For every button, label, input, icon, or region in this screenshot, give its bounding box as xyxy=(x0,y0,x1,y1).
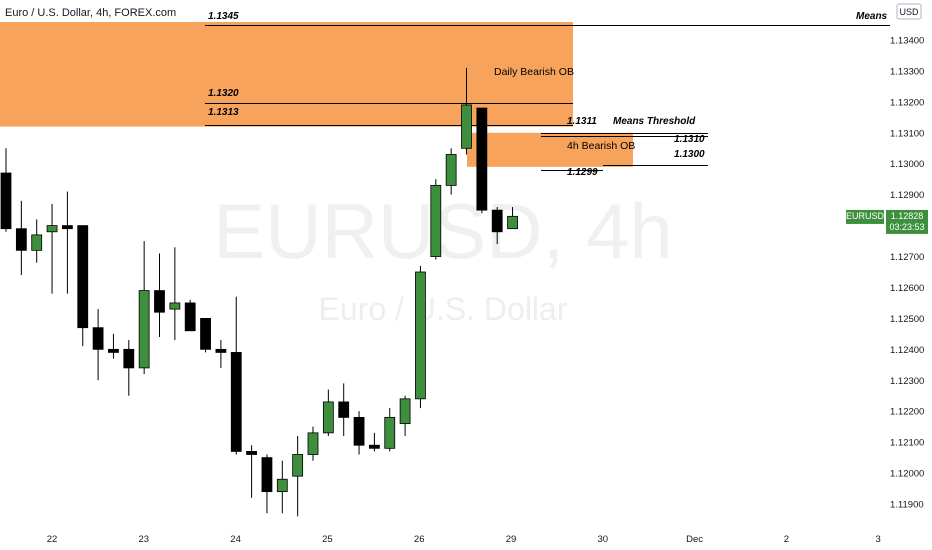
last-price: 1.12828 xyxy=(891,211,924,221)
time-tick-label: 25 xyxy=(322,534,333,545)
candle-bearish xyxy=(154,290,165,313)
time-tick-label: Dec xyxy=(686,534,703,545)
price-tick-label: 1.13400 xyxy=(890,36,924,47)
candle-bearish xyxy=(215,348,227,353)
price-tick-label: 1.12000 xyxy=(890,469,924,480)
candle-bearish xyxy=(200,317,211,350)
price-tick-label: 1.12300 xyxy=(890,376,924,387)
candle-bullish xyxy=(430,184,442,257)
time-tick-label: 26 xyxy=(414,534,425,545)
time-tick-label: 22 xyxy=(47,534,58,545)
candle-bearish xyxy=(368,444,380,449)
candles-group xyxy=(0,67,518,517)
candle-bullish xyxy=(322,401,334,434)
price-tick-label: 1.13100 xyxy=(890,128,924,139)
watermark-name: Euro / U.S. Dollar xyxy=(319,291,568,327)
watermark-symbol: EURUSD, 4h xyxy=(213,187,672,275)
candle-bearish xyxy=(62,225,73,230)
candle-bearish xyxy=(77,225,89,329)
price-tick-label: 1.12200 xyxy=(890,407,924,418)
level-label-1313: 1.1313 xyxy=(208,107,239,118)
countdown: 03:23:53 xyxy=(889,222,924,232)
candle-bullish xyxy=(399,398,411,424)
candle-bullish xyxy=(46,225,58,233)
symbol-tag: EURUSD xyxy=(846,211,885,221)
candle-bearish xyxy=(15,228,27,251)
candle-bearish xyxy=(353,416,365,446)
candle-bearish xyxy=(246,451,258,455)
level-label-1310: 1.1310 xyxy=(674,134,705,145)
candle-bullish xyxy=(292,454,304,477)
candle-bearish xyxy=(338,401,350,418)
candle-bullish xyxy=(138,290,150,369)
price-tick-label: 1.13300 xyxy=(890,66,924,77)
time-tick-label: 29 xyxy=(506,534,517,545)
candle-bullish xyxy=(31,234,43,251)
candle-bullish xyxy=(384,416,396,449)
level-label-1300: 1.1300 xyxy=(674,149,705,160)
price-tick-label: 1.12400 xyxy=(890,345,924,356)
candle-bullish xyxy=(445,154,457,186)
time-tick-label: 30 xyxy=(598,534,609,545)
price-axis[interactable]: 1.13400 1.13300 1.13200 1.13100 1.13000 1.129… xyxy=(890,36,924,511)
candle-bearish xyxy=(476,107,488,211)
candle-bullish xyxy=(276,478,288,493)
candle-bearish xyxy=(92,327,104,350)
price-tick-label: 1.12700 xyxy=(890,252,924,263)
price-tick-label: 1.12600 xyxy=(890,283,924,294)
candle-bullish xyxy=(415,271,426,400)
price-tick-label: 1.13000 xyxy=(890,159,924,170)
price-tag-box xyxy=(886,209,928,234)
time-axis[interactable]: 22 23 24 25 26 29 30 Dec 2 3 xyxy=(47,534,881,545)
candle-bullish xyxy=(307,432,319,455)
candle-bearish xyxy=(491,209,503,233)
h4-bearish-ob-label: 4h Bearish OB xyxy=(567,140,635,152)
h4-bearish-ob-zone xyxy=(467,132,633,167)
currency-box[interactable] xyxy=(896,3,922,20)
last-price-tag: EURUSD 1.12828 03:23:53 xyxy=(846,209,928,234)
level-label-1320: 1.1320 xyxy=(208,88,239,99)
candle-bearish xyxy=(261,457,273,493)
price-tick-label: 1.12500 xyxy=(890,314,924,325)
candle-bullish xyxy=(507,215,518,230)
level-label-1345: 1.1345 xyxy=(208,11,239,22)
price-tick-label: 1.13200 xyxy=(890,97,924,108)
candle-bearish xyxy=(123,348,135,369)
chart-title: Euro / U.S. Dollar, 4h, FOREX.com xyxy=(5,7,176,19)
level-label-1311: 1.1311 xyxy=(567,116,597,127)
candle-bullish xyxy=(461,104,472,149)
level-label-1299: 1.1299 xyxy=(567,167,598,178)
currency-label[interactable]: USD xyxy=(899,7,919,17)
time-tick-label: 23 xyxy=(139,534,150,545)
time-tick-label: 2 xyxy=(784,534,789,545)
candle-bullish xyxy=(169,302,181,310)
candle-bearish xyxy=(108,348,119,353)
means-label-top: Means xyxy=(856,11,888,22)
means-threshold-label: Means Threshold xyxy=(613,116,696,127)
price-tick-label: 1.12900 xyxy=(890,190,924,201)
time-tick-label: 24 xyxy=(230,534,241,545)
daily-bearish-ob-label: Daily Bearish OB xyxy=(494,66,574,78)
candle-bearish xyxy=(230,352,242,452)
time-tick-label: 3 xyxy=(876,534,881,545)
price-tick-label: 1.12100 xyxy=(890,438,924,449)
symbol-tag-box xyxy=(846,209,884,224)
candle-bearish xyxy=(184,302,196,332)
candle-bearish xyxy=(0,172,12,230)
price-tick-label: 1.11900 xyxy=(890,500,924,511)
